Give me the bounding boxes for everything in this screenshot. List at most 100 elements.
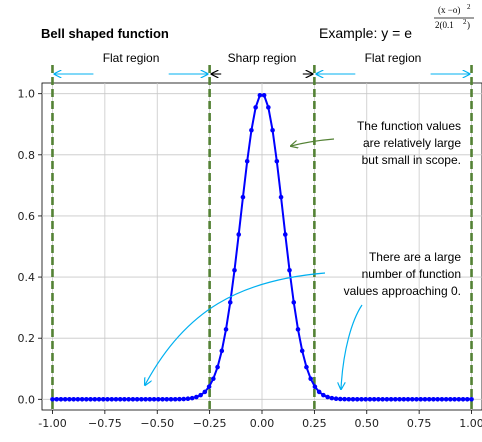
data-point xyxy=(58,397,64,402)
data-point xyxy=(168,396,174,402)
y-tick-label: 0.8 xyxy=(18,149,36,162)
data-point xyxy=(308,376,313,382)
data-point xyxy=(414,397,419,402)
annotation-bottom: There are a large number of function val… xyxy=(145,250,461,389)
data-point xyxy=(282,232,288,237)
region-label: Sharp region xyxy=(228,51,297,65)
data-point xyxy=(350,396,356,402)
data-point xyxy=(439,397,445,402)
annotation-bottom-line-1: There are a large xyxy=(369,250,461,264)
data-point xyxy=(266,105,271,110)
data-point xyxy=(367,397,373,402)
data-point xyxy=(244,158,250,164)
data-point xyxy=(232,267,237,273)
data-point xyxy=(109,397,115,402)
data-point xyxy=(189,395,195,401)
data-point xyxy=(177,396,182,402)
data-point xyxy=(418,397,424,402)
annotation-bottom-line-2: number of function xyxy=(362,267,461,281)
data-point xyxy=(206,384,212,390)
data-point xyxy=(62,397,68,402)
data-point xyxy=(75,397,81,402)
data-point xyxy=(194,394,199,400)
y-tick-label: 0.0 xyxy=(18,393,36,406)
data-point xyxy=(409,397,415,402)
annotation-top-line-1: The function values xyxy=(357,119,461,133)
y-tick-label: 1.0 xyxy=(18,88,36,101)
data-point xyxy=(329,395,335,401)
x-axis-ticks: -1.00 −0.75 −0.50 −0.25 0.00 0.25 0.50 0.75 1.00 xyxy=(38,410,482,430)
region-label: Flat region xyxy=(365,51,422,65)
data-point xyxy=(156,397,161,402)
y-tick-label: 0.2 xyxy=(18,332,36,345)
data-point xyxy=(393,397,398,402)
data-point xyxy=(130,397,136,402)
data-point xyxy=(249,127,254,133)
data-point xyxy=(253,105,258,110)
formula-denominator-close: ) xyxy=(467,20,470,30)
data-point xyxy=(257,92,263,98)
data-point xyxy=(223,327,229,332)
data-point xyxy=(274,158,280,164)
data-point xyxy=(84,397,89,402)
data-point xyxy=(452,397,457,402)
data-point xyxy=(422,397,428,402)
data-point xyxy=(464,397,470,402)
annotation-top-arrow xyxy=(291,138,335,146)
data-point xyxy=(147,397,153,402)
data-point xyxy=(126,397,131,402)
data-point xyxy=(397,397,402,402)
data-point xyxy=(342,396,347,402)
data-point xyxy=(321,392,326,398)
data-point xyxy=(287,267,292,273)
data-point xyxy=(443,397,449,402)
annotation-bottom-arrow-left xyxy=(145,272,326,385)
x-tick-label: 0.00 xyxy=(250,417,275,430)
data-point xyxy=(54,397,60,402)
data-point xyxy=(88,397,93,402)
chart-title: Bell shaped function xyxy=(41,26,169,41)
data-point xyxy=(333,396,339,402)
annotation-bottom-line-3: values approaching 0. xyxy=(344,284,461,298)
x-tick-label: −0.25 xyxy=(193,417,227,430)
data-point xyxy=(160,397,165,402)
data-point xyxy=(354,396,360,402)
formula-numerator-exponent: 2 xyxy=(467,3,471,11)
data-point xyxy=(435,397,440,402)
data-point xyxy=(448,397,453,402)
data-point xyxy=(100,397,106,402)
data-point xyxy=(164,396,170,402)
data-point xyxy=(219,348,225,354)
data-point xyxy=(151,397,157,402)
data-point xyxy=(134,397,140,402)
data-point xyxy=(96,397,102,402)
data-point xyxy=(376,397,381,402)
y-tick-label: 0.6 xyxy=(18,210,36,223)
data-point xyxy=(270,127,275,133)
data-point xyxy=(359,397,364,402)
x-tick-label: −0.50 xyxy=(140,417,174,430)
data-point xyxy=(92,397,98,402)
data-point xyxy=(312,384,318,390)
data-point xyxy=(236,232,242,237)
data-point xyxy=(202,389,208,395)
data-point xyxy=(460,397,466,402)
data-point xyxy=(227,300,233,305)
data-point xyxy=(215,364,220,370)
region-boundaries xyxy=(51,65,473,410)
bell-series xyxy=(50,92,474,402)
data-point xyxy=(363,397,369,402)
formula-denominator: 2(0.1 xyxy=(435,20,454,30)
formula-label: Example: y = e xyxy=(319,25,412,41)
data-point xyxy=(105,397,110,402)
formula-numerator: (x −o) xyxy=(438,5,460,15)
data-point xyxy=(405,397,411,402)
data-point xyxy=(346,396,352,402)
region-label: Flat region xyxy=(103,51,160,65)
annotation-top-line-3: but small in scope. xyxy=(362,153,461,167)
data-point xyxy=(388,397,394,402)
annotation-top-line-2: are relatively large xyxy=(363,136,461,150)
formula: Example: y = e (x −o) 2 2(0.1 2 ) xyxy=(319,3,474,41)
data-point xyxy=(139,397,144,402)
data-point xyxy=(172,396,178,402)
